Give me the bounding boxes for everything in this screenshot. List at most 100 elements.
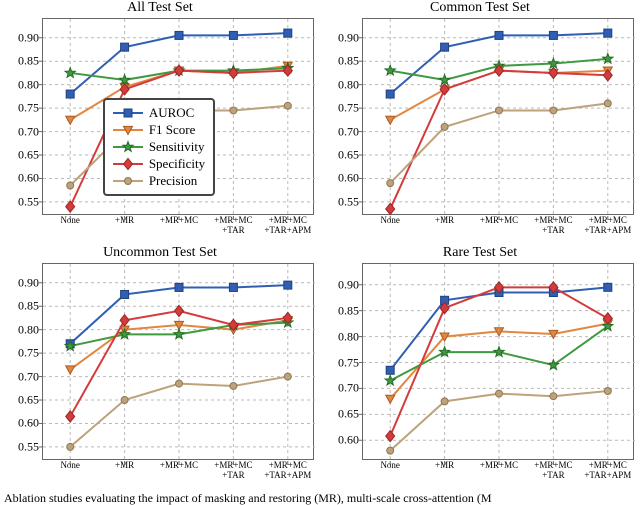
- xtick-label: +MR+MC +TAR: [534, 214, 572, 236]
- legend-row: Precision: [113, 173, 205, 189]
- series-marker: [439, 75, 449, 85]
- ytick-label: 0.85: [338, 54, 363, 69]
- series-marker: [66, 201, 75, 212]
- xtick-label: +MR+MC +TAR: [534, 459, 572, 481]
- series-marker: [386, 395, 395, 403]
- ytick-label: 0.90: [338, 30, 363, 45]
- ytick-label: 0.65: [18, 393, 43, 408]
- ytick-label: 0.60: [338, 433, 363, 448]
- xtick-label: +MR+MC: [160, 459, 198, 471]
- legend-row: Sensitivity: [113, 139, 205, 155]
- legend-label: Precision: [149, 173, 197, 189]
- legend-row: F1 Score: [113, 122, 205, 138]
- series-marker: [495, 31, 503, 39]
- series-marker: [386, 90, 394, 98]
- xtick-label: +MR: [115, 214, 134, 226]
- series-marker: [67, 443, 74, 450]
- panel: Uncommon Test Set0.550.600.650.700.750.8…: [0, 245, 320, 490]
- plot-svg: [43, 264, 315, 461]
- ytick-label: 0.75: [18, 101, 43, 116]
- ytick-label: 0.90: [18, 30, 43, 45]
- ytick-label: 0.55: [18, 439, 43, 454]
- series-marker: [604, 100, 611, 107]
- series-marker: [284, 281, 292, 289]
- plot-area: 0.550.600.650.700.750.800.850.90None+MR+…: [42, 18, 314, 215]
- panel-grid: All Test Set0.550.600.650.700.750.800.85…: [0, 0, 640, 490]
- xtick-label: +MR+MC +TAR+APM: [584, 459, 631, 481]
- series-marker: [175, 31, 183, 39]
- series-marker: [604, 283, 612, 291]
- xtick-label: +MR: [435, 459, 454, 471]
- ytick-label: 0.75: [18, 346, 43, 361]
- plot-svg: [363, 264, 635, 461]
- series-marker: [67, 182, 74, 189]
- figure-root: All Test Set0.550.600.650.700.750.800.85…: [0, 0, 640, 505]
- xtick-label: None: [60, 214, 80, 226]
- ytick-label: 0.80: [18, 322, 43, 337]
- series-marker: [386, 116, 395, 124]
- ytick-label: 0.85: [18, 299, 43, 314]
- series-marker: [230, 382, 237, 389]
- legend-glyph: [113, 106, 143, 120]
- panel: Common Test Set0.550.600.650.700.750.800…: [320, 0, 640, 245]
- ytick-label: 0.55: [338, 194, 363, 209]
- xtick-label: +MR+MC: [480, 214, 518, 226]
- series-marker: [229, 31, 237, 39]
- xtick-label: +MR: [435, 214, 454, 226]
- series-marker: [549, 31, 557, 39]
- series-marker: [385, 375, 395, 385]
- series-marker: [119, 75, 129, 85]
- panel: All Test Set0.550.600.650.700.750.800.85…: [0, 0, 320, 245]
- ytick-label: 0.60: [18, 171, 43, 186]
- series-marker: [175, 305, 184, 316]
- plot-area: 0.600.650.700.750.800.850.90None+MR+MR+M…: [362, 263, 634, 460]
- series-marker: [229, 283, 237, 291]
- plot-svg: [363, 19, 635, 216]
- panel: Rare Test Set 0.600.650.700.750.800.850.9…: [320, 245, 640, 490]
- xtick-label: +MR: [115, 459, 134, 471]
- ytick-label: 0.85: [18, 54, 43, 69]
- xtick-label: +MR+MC: [480, 459, 518, 471]
- ytick-label: 0.70: [18, 124, 43, 139]
- ytick-label: 0.90: [338, 277, 363, 292]
- series-marker: [284, 373, 291, 380]
- ytick-label: 0.90: [18, 275, 43, 290]
- xtick-label: +MR+MC +TAR+APM: [584, 214, 631, 236]
- legend-label: F1 Score: [149, 122, 196, 138]
- ytick-label: 0.75: [338, 355, 363, 370]
- xtick-label: +MR+MC +TAR+APM: [264, 459, 311, 481]
- legend-glyph: [113, 140, 143, 154]
- xtick-label: None: [380, 214, 400, 226]
- plot-area: 0.550.600.650.700.750.800.850.90None+MR+…: [42, 263, 314, 460]
- series-marker: [550, 107, 557, 114]
- series-marker: [441, 123, 448, 130]
- series-marker: [121, 290, 129, 298]
- series-marker: [550, 393, 557, 400]
- ytick-label: 0.80: [338, 77, 363, 92]
- series-marker: [66, 116, 75, 124]
- ytick-label: 0.75: [338, 101, 363, 116]
- xtick-label: +MR+MC +TAR: [214, 459, 252, 481]
- series-marker: [387, 447, 394, 454]
- ytick-label: 0.60: [18, 416, 43, 431]
- xtick-label: None: [60, 459, 80, 471]
- legend-glyph: [113, 174, 143, 188]
- series-marker: [284, 29, 292, 37]
- legend-glyph: [113, 157, 143, 171]
- xtick-label: +MR+MC: [160, 214, 198, 226]
- series-marker: [66, 90, 74, 98]
- ytick-label: 0.65: [338, 407, 363, 422]
- series-marker: [284, 102, 291, 109]
- ytick-label: 0.65: [18, 148, 43, 163]
- legend-label: Sensitivity: [149, 139, 205, 155]
- panel-title: Rare Test Set: [320, 245, 640, 261]
- series-marker: [230, 107, 237, 114]
- legend-glyph: [113, 123, 143, 137]
- legend: AUROC F1 Score Sensitivity Specificity P…: [103, 98, 215, 196]
- figure-caption: Ablation studies evaluating the impact o…: [0, 491, 640, 505]
- series-marker: [441, 398, 448, 405]
- ytick-label: 0.55: [18, 194, 43, 209]
- legend-row: Specificity: [113, 156, 205, 172]
- series-marker: [387, 180, 394, 187]
- ytick-label: 0.70: [338, 124, 363, 139]
